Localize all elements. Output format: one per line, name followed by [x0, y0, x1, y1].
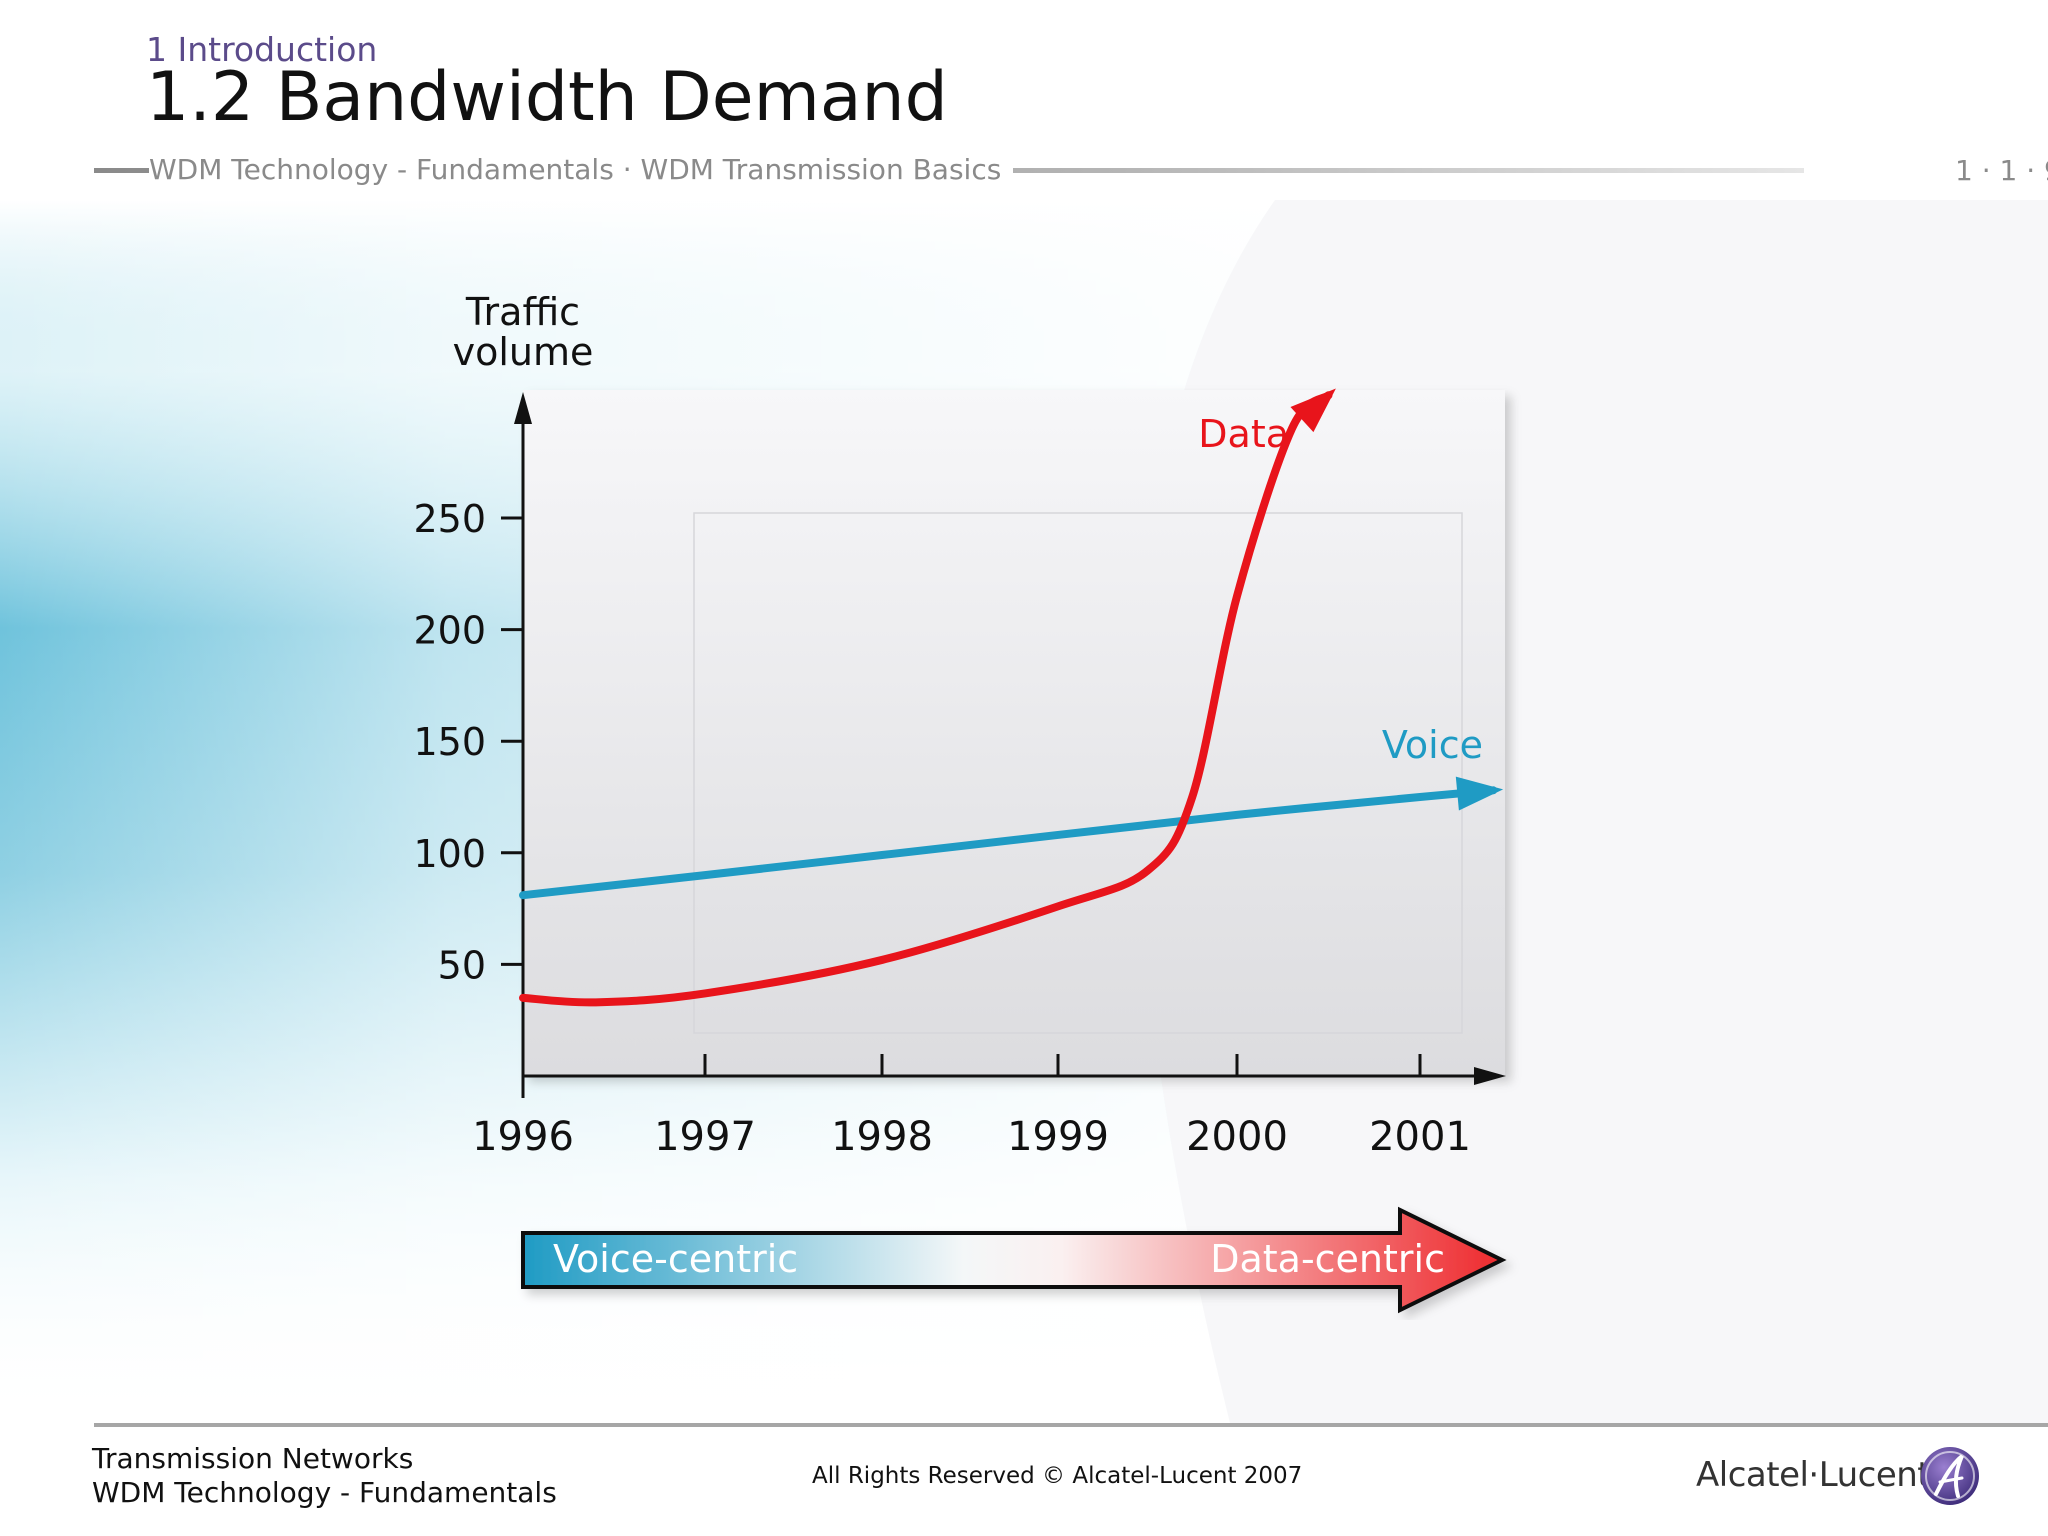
voice-series-line [519, 786, 1498, 900]
y-tick-label: 100 [413, 832, 486, 876]
y-tick-label: 150 [413, 720, 486, 764]
inner-frame [693, 512, 1463, 1034]
page-title: 1.2 Bandwidth Demand [146, 58, 948, 137]
data-arrowhead [1290, 388, 1336, 433]
section-label: 1 Introduction [146, 30, 378, 69]
x-tick-label: 2001 [1369, 1114, 1471, 1160]
footer-module: WDM Technology - Fundamentals [92, 1476, 557, 1509]
y-axis-arrowhead [514, 392, 532, 424]
transition-from-label: Voice-centric [553, 1237, 798, 1281]
y-tick-label: 50 [438, 943, 486, 987]
x-tick-label: 2000 [1186, 1114, 1288, 1160]
y-axis-label-line2: volume [453, 330, 594, 374]
y-axis-label-line1: Traffic [465, 290, 580, 334]
footer-copyright: All Rights Reserved © Alcatel-Lucent 200… [812, 1463, 1303, 1489]
y-tick-label: 250 [413, 497, 486, 541]
footer-rule [94, 1423, 2048, 1427]
footer-course: Transmission Networks [92, 1442, 414, 1475]
alcatel-lucent-logo-icon [1921, 1447, 1979, 1505]
x-tick-label: 1998 [831, 1114, 933, 1160]
y-tick-label: 200 [413, 609, 486, 653]
breadcrumb: WDM Technology - Fundamentals · WDM Tran… [149, 153, 1014, 186]
company-logo-text: Alcatel·Lucent [1696, 1455, 1931, 1495]
plot-area [523, 390, 1505, 1076]
voice-arrowhead [1455, 776, 1504, 811]
transition-arrow [521, 1206, 1507, 1314]
data-series-label: Data [1198, 412, 1289, 456]
x-tick-label: 1997 [654, 1114, 756, 1160]
x-tick-label: 1999 [1007, 1114, 1109, 1160]
x-tick-label: 1996 [472, 1114, 574, 1160]
x-axis-arrowhead [1474, 1067, 1506, 1085]
transition-to-label: Data-centric [1210, 1237, 1445, 1281]
voice-series-label: Voice [1382, 723, 1483, 767]
data-series-line [519, 391, 1333, 1007]
page-number: 1 · 1 · 9 [1955, 154, 2048, 187]
